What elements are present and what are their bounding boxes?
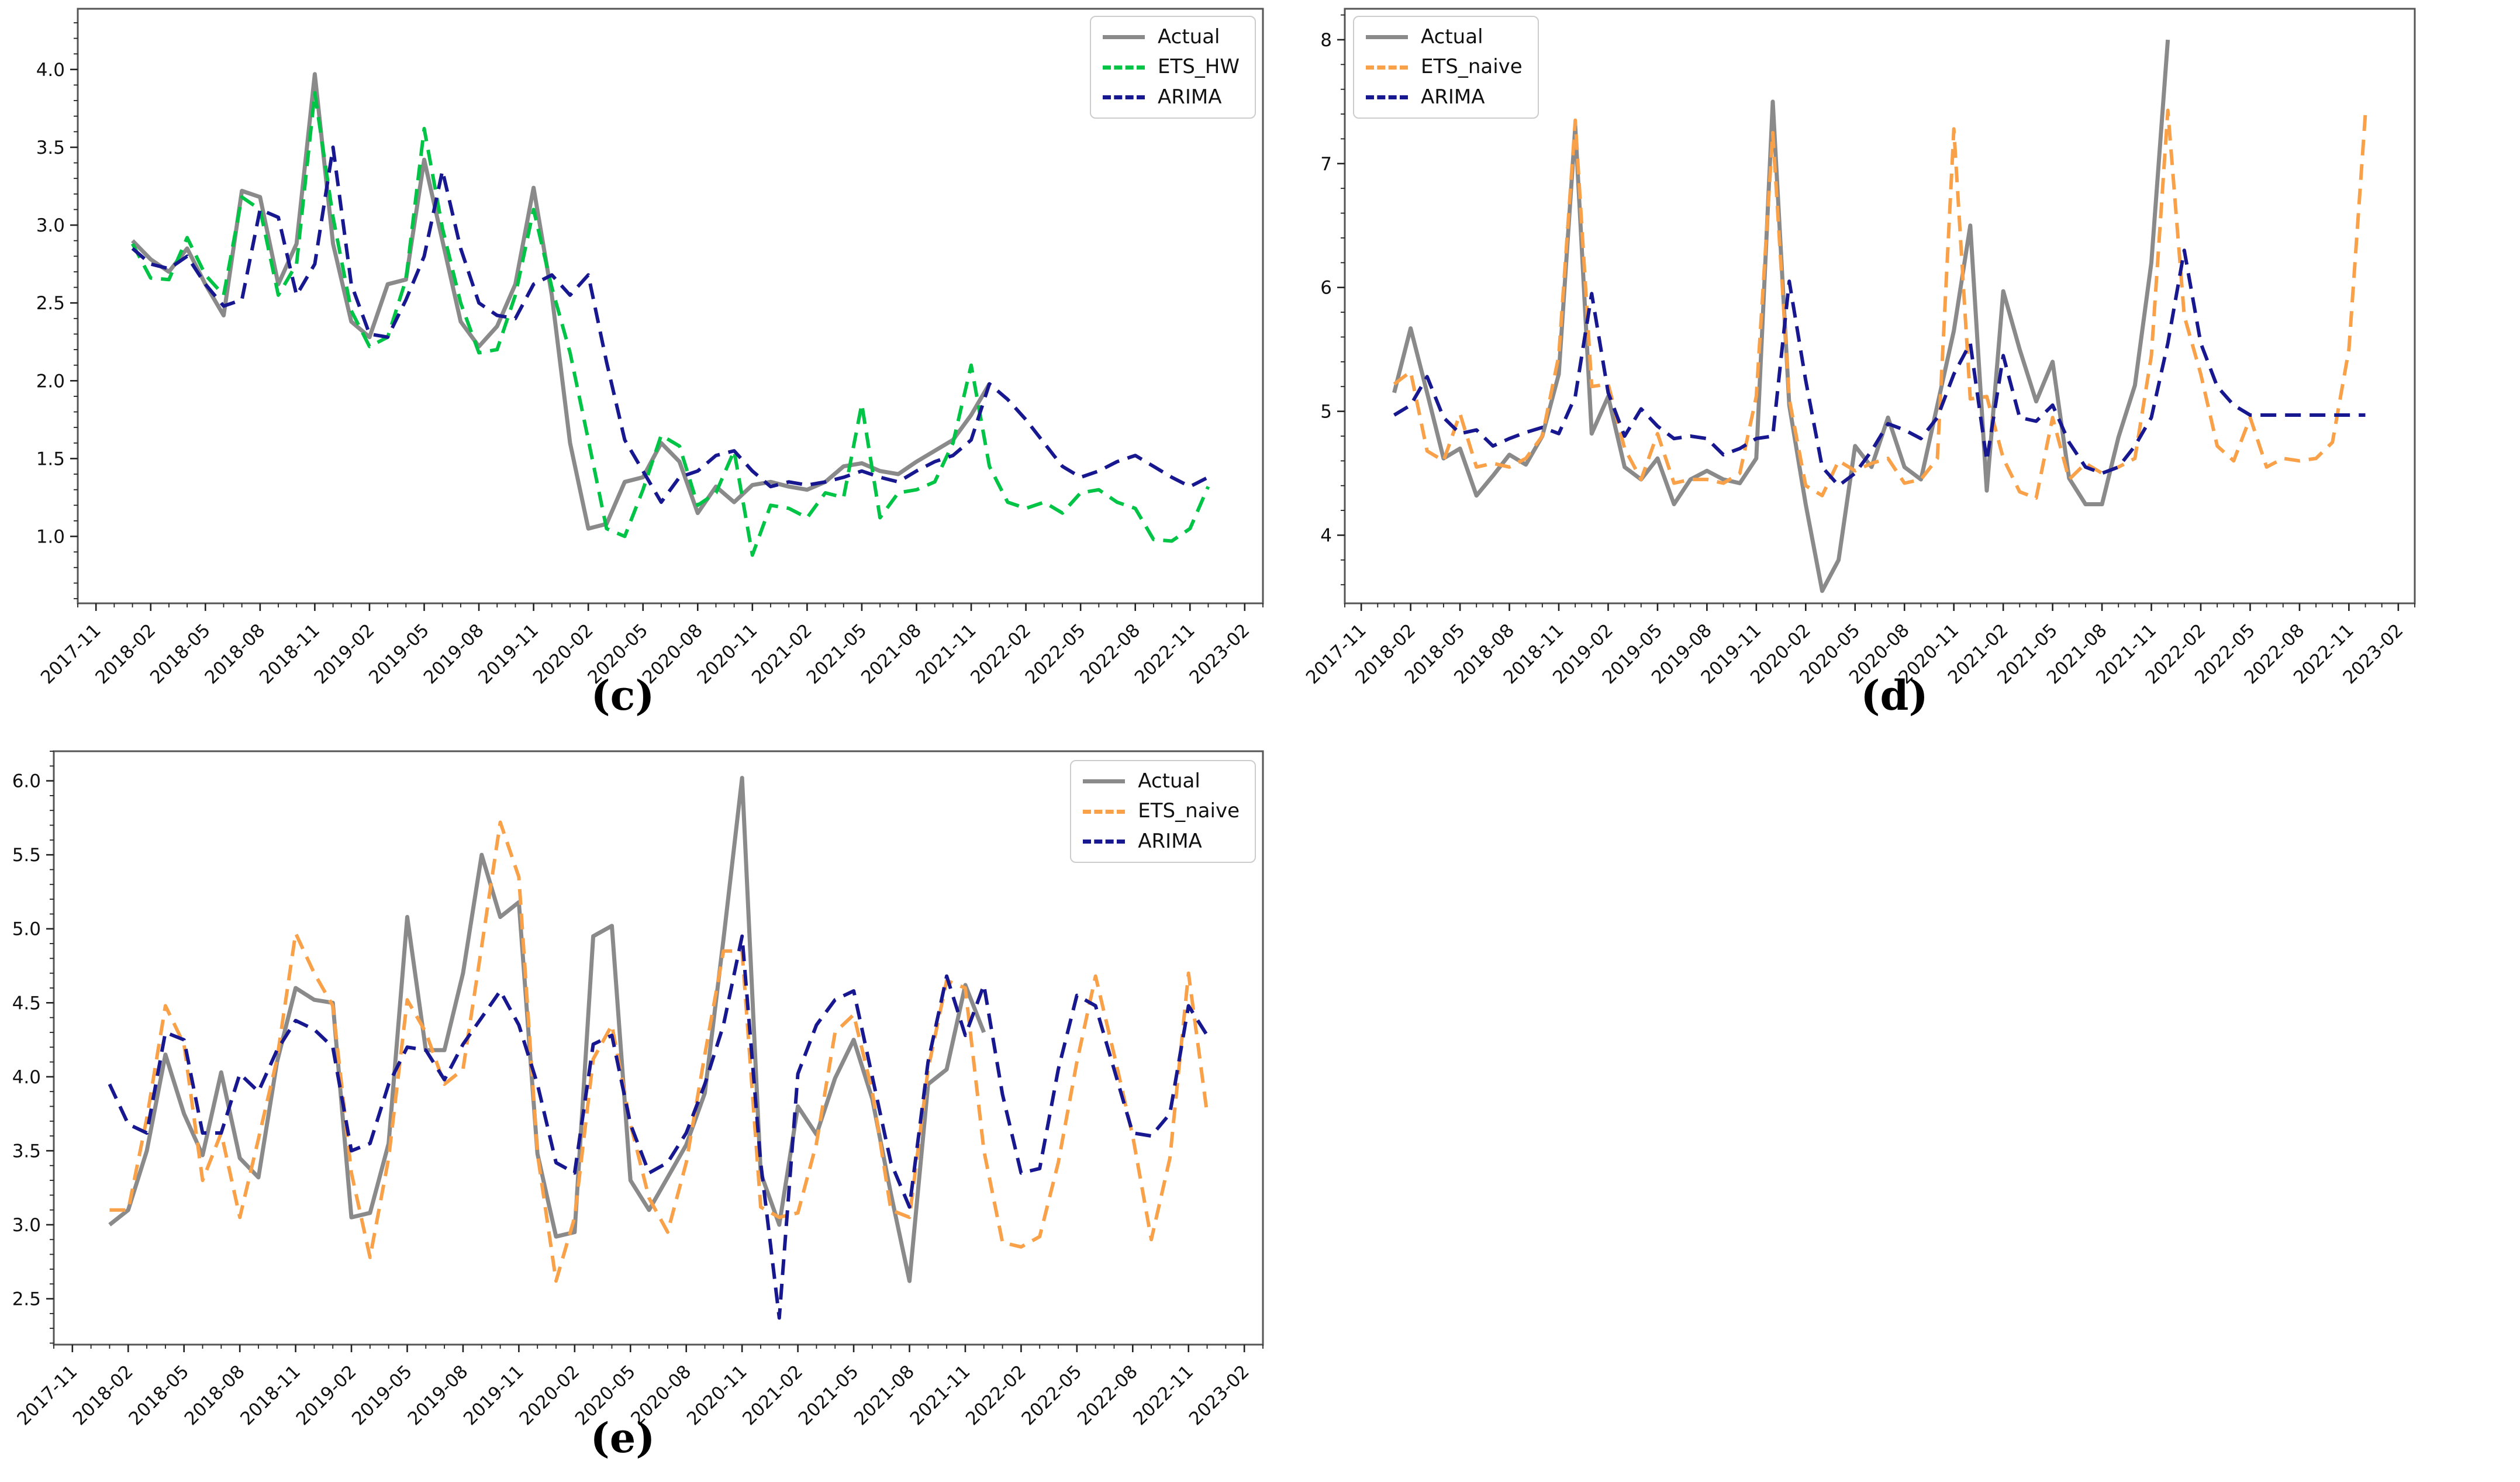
chart-d-plot: 2017-112018-022018-052018-082018-112019-… bbox=[1302, 8, 2416, 688]
legend-label: ARIMA bbox=[1157, 85, 1222, 109]
actual-line-swatch bbox=[1083, 779, 1126, 784]
ets-hw-line-swatch bbox=[1102, 65, 1145, 70]
legend-label: ARIMA bbox=[1421, 85, 1485, 109]
legend-label: ARIMA bbox=[1138, 829, 1202, 853]
caption-c: (c) bbox=[591, 671, 655, 720]
svg-text:5.5: 5.5 bbox=[12, 845, 41, 866]
legend-item-arima: ARIMA bbox=[1366, 85, 1523, 109]
legend-label: Actual bbox=[1157, 25, 1220, 49]
arima-line-swatch bbox=[1366, 95, 1408, 99]
svg-text:4.5: 4.5 bbox=[12, 993, 41, 1014]
legend-item-arima: ARIMA bbox=[1083, 829, 1240, 853]
legend-item-ets-naive: ETS_naive bbox=[1366, 56, 1523, 78]
chart-e-plot: 2017-112018-022018-052018-082018-112019-… bbox=[12, 750, 1264, 1429]
svg-text:3.5: 3.5 bbox=[12, 1141, 41, 1162]
caption-d: (d) bbox=[1860, 671, 1928, 720]
actual-line-swatch bbox=[1102, 35, 1145, 40]
ets-naive-line-swatch bbox=[1366, 65, 1408, 70]
svg-text:4: 4 bbox=[1320, 525, 1332, 546]
legend-label: ETS_HW bbox=[1157, 55, 1240, 79]
chart-c-legend: Actual ETS_HW ARIMA bbox=[1089, 16, 1256, 119]
chart-e-legend: Actual ETS_naive ARIMA bbox=[1070, 760, 1256, 863]
svg-text:3.0: 3.0 bbox=[36, 215, 65, 236]
legend-label: ETS_naive bbox=[1138, 799, 1240, 823]
legend-item-actual: Actual bbox=[1102, 25, 1240, 49]
svg-text:2.5: 2.5 bbox=[12, 1289, 41, 1310]
svg-text:4.0: 4.0 bbox=[36, 60, 65, 81]
svg-text:3.5: 3.5 bbox=[36, 137, 65, 158]
svg-text:6: 6 bbox=[1320, 278, 1332, 299]
arima-line-swatch bbox=[1083, 839, 1126, 844]
svg-text:4.0: 4.0 bbox=[12, 1067, 41, 1088]
chart-d-legend: Actual ETS_naive ARIMA bbox=[1353, 16, 1539, 119]
subplot-c: 2017-11 2018-02 2018-05 2018-08 2018-11 2019-… bbox=[0, 0, 1292, 740]
svg-text:2.5: 2.5 bbox=[36, 293, 65, 314]
svg-text:1.5: 1.5 bbox=[36, 448, 65, 469]
legend-item-actual: Actual bbox=[1083, 769, 1240, 793]
ets-naive-line-swatch bbox=[1083, 809, 1126, 814]
legend-item-ets-naive: ETS_naive bbox=[1083, 800, 1240, 822]
subplot-e: 2017-11 2018-02 2018-05 2018-08 2018-11 2019-… bbox=[0, 742, 1292, 1482]
legend-item-ets-hw: ETS_HW bbox=[1102, 55, 1240, 79]
svg-text:1.0: 1.0 bbox=[36, 527, 65, 548]
svg-text:3.0: 3.0 bbox=[12, 1215, 41, 1236]
svg-text:2.0: 2.0 bbox=[36, 371, 65, 392]
svg-text:5: 5 bbox=[1320, 402, 1332, 423]
legend-label: ETS_naive bbox=[1421, 55, 1523, 79]
caption-e: (e) bbox=[590, 1414, 655, 1462]
svg-text:5.0: 5.0 bbox=[12, 919, 41, 940]
svg-text:6.0: 6.0 bbox=[12, 771, 41, 792]
legend-label: Actual bbox=[1421, 25, 1483, 49]
chart-c-plot: 2017-112018-022018-052018-082018-112019-… bbox=[36, 8, 1264, 688]
legend-label: Actual bbox=[1138, 769, 1200, 793]
legend-item-actual: Actual bbox=[1366, 26, 1523, 48]
arima-line-swatch bbox=[1102, 95, 1145, 99]
svg-text:7: 7 bbox=[1320, 154, 1332, 175]
legend-item-arima: ARIMA bbox=[1102, 85, 1240, 109]
subplot-d: 2017-11 2018-02 2018-05 2018-08 2018-11 2019-… bbox=[1292, 0, 2520, 740]
actual-line-swatch bbox=[1366, 35, 1408, 40]
svg-text:8: 8 bbox=[1320, 30, 1332, 51]
